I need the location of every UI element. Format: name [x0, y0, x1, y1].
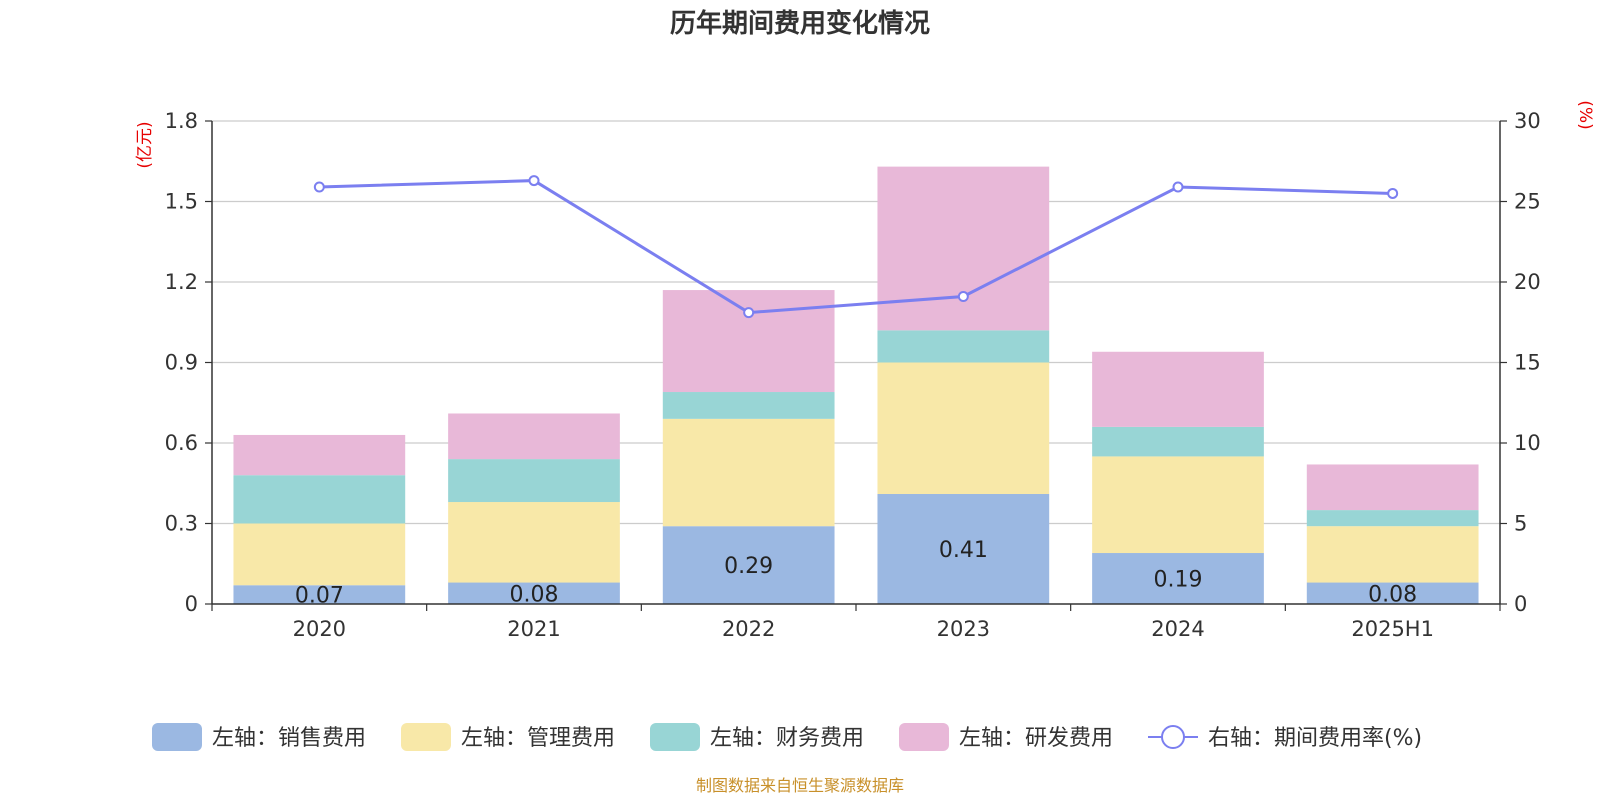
- bar-segment-4-2022: [662, 290, 835, 393]
- chart-title: 历年期间费用变化情况: [670, 8, 930, 39]
- left-axis-tick-label: 1.2: [165, 270, 198, 294]
- x-axis-tick-label: 2023: [937, 617, 990, 641]
- bar-segment-3-2023: [877, 330, 1050, 363]
- left-axis-unit: (亿元): [135, 121, 155, 168]
- bar-segment-3-2025H1: [1306, 510, 1479, 527]
- bar-segment-1-2024: [1092, 553, 1264, 604]
- bar-segment-4-2023: [877, 166, 1050, 331]
- x-axis-tick-label: 2022: [722, 617, 775, 641]
- rate-point-2025H1: [1387, 187, 1399, 199]
- data-label-2025H1: 0.08: [1368, 582, 1417, 607]
- bar-segment-2-2025H1: [1306, 526, 1479, 583]
- right-axis-tick-label: 10: [1514, 431, 1541, 455]
- rate-point-2024: [1172, 181, 1184, 193]
- bar-segment-2-2021: [448, 502, 620, 583]
- legend-label-5: 右轴：期间费用率(%): [1208, 726, 1422, 751]
- right-axis-tick-label: 20: [1514, 270, 1541, 294]
- bar-segment-3-2024: [1092, 426, 1264, 457]
- bar-segment-2-2023: [877, 362, 1050, 494]
- rate-point-2022: [743, 307, 755, 319]
- line-series: [313, 175, 1399, 319]
- bar-segment-3-2022: [662, 392, 835, 419]
- legend-label-4: 左轴：研发费用: [959, 726, 1113, 751]
- grid-lines: [212, 120, 1500, 525]
- legend-marker-swatch: [1161, 725, 1185, 749]
- legend-label-1: 左轴：销售费用: [212, 726, 366, 751]
- legend-label-2: 左轴：管理费用: [461, 726, 615, 751]
- right-axis-tick-label: 30: [1514, 109, 1541, 133]
- left-axis-tick-label: 1.5: [165, 190, 198, 214]
- x-axis-tick-label: 2020: [293, 617, 346, 641]
- legend-swatch-2: [401, 723, 451, 751]
- rate-point-2020: [313, 181, 325, 193]
- axes: 0 0.3 0.6 0.9 1.2 1.5 1.8 0 5 10 15 20 25 30 2020 2021 2…: [165, 109, 1541, 641]
- legend: 左轴：销售费用 左轴：管理费用 左轴：财务费用 左轴：研发费用 右轴：期间费用率(%): [152, 723, 1422, 751]
- left-axis-tick-label: 0: [185, 592, 198, 616]
- data-label-2020: 0.07: [295, 584, 344, 609]
- bar-segment-2-2020: [233, 523, 406, 586]
- bar-segment-4-2021: [448, 413, 620, 460]
- bar-segment-1-2021: [448, 582, 620, 604]
- bar-segment-3-2020: [233, 475, 406, 524]
- left-axis-tick-label: 0.6: [165, 431, 198, 455]
- bar-series: [233, 166, 1479, 604]
- legend-swatch-1: [152, 723, 202, 751]
- x-axis-tick-label: 2021: [507, 617, 560, 641]
- data-labels: 0.07 0.08 0.29 0.41 0.19 0.08: [295, 538, 1417, 609]
- bar-segment-1-2025H1: [1306, 582, 1479, 604]
- right-axis-tick-label: 5: [1514, 512, 1527, 536]
- right-axis-tick-label: 25: [1514, 190, 1541, 214]
- legend-swatch-4: [899, 723, 949, 751]
- rate-point-2023: [957, 290, 969, 302]
- rate-line: [319, 179, 1393, 315]
- right-axis-tick-label: 15: [1514, 351, 1541, 375]
- source-note: 制图数据来自恒生聚源数据库: [696, 776, 904, 795]
- bar-segment-1-2020: [233, 585, 406, 604]
- legend-label-3: 左轴：财务费用: [710, 726, 864, 751]
- data-label-2024: 0.19: [1154, 568, 1203, 593]
- bar-segment-2-2024: [1092, 456, 1264, 554]
- left-axis-tick-label: 0.9: [165, 351, 198, 375]
- bar-segment-1-2022: [662, 526, 835, 604]
- bar-segment-4-2024: [1092, 351, 1264, 427]
- bar-segment-1-2023: [877, 493, 1050, 604]
- left-axis-tick-label: 1.8: [165, 109, 198, 133]
- x-axis-tick-label: 2024: [1151, 617, 1204, 641]
- rate-point-2021: [528, 175, 540, 187]
- bar-segment-3-2021: [448, 459, 620, 503]
- right-axis-unit: (%): [1575, 100, 1595, 129]
- right-axis-tick-label: 0: [1514, 592, 1527, 616]
- data-label-2022: 0.29: [724, 554, 773, 579]
- bar-segment-4-2025H1: [1306, 464, 1479, 511]
- bar-segment-2-2022: [662, 418, 835, 527]
- data-label-2021: 0.08: [510, 582, 559, 607]
- left-axis-tick-label: 0.3: [165, 512, 198, 536]
- bar-segment-4-2020: [233, 434, 406, 476]
- data-label-2023: 0.41: [939, 538, 988, 563]
- x-axis-tick-label: 2025H1: [1351, 617, 1434, 641]
- legend-swatch-3: [650, 723, 700, 751]
